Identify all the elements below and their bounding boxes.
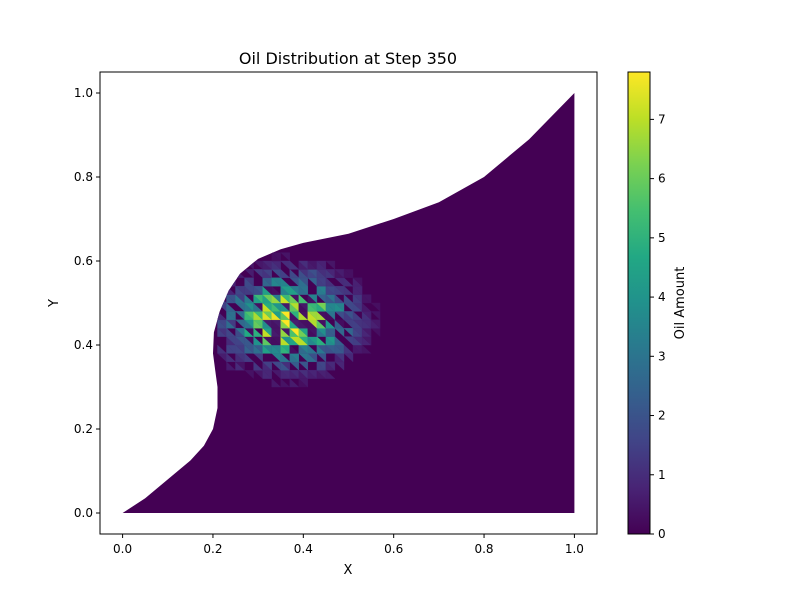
mesh-cell xyxy=(334,294,345,304)
mesh-cell xyxy=(226,327,237,337)
mesh-cell xyxy=(334,319,345,329)
mesh-cell xyxy=(352,277,363,287)
colorbar-tick-label: 0 xyxy=(658,527,666,541)
mesh-cell xyxy=(307,344,318,354)
mesh-cell xyxy=(253,336,264,346)
mesh-cell xyxy=(226,361,237,371)
mesh-cell xyxy=(289,268,300,278)
mesh-cell xyxy=(217,344,228,354)
mesh-cell xyxy=(289,344,300,354)
colorbar-tick-label: 5 xyxy=(658,231,666,245)
mesh-cell xyxy=(298,294,309,304)
chart-title: Oil Distribution at Step 350 xyxy=(239,49,457,68)
colorbar-tick-label: 3 xyxy=(658,349,666,363)
colorbar-tick-label: 1 xyxy=(658,468,666,482)
mesh-cell xyxy=(289,260,300,270)
mesh-cell xyxy=(325,260,336,270)
mesh-cell xyxy=(325,319,336,329)
y-axis-ticks: 0.0 0.2 0.4 0.6 0.8 1.0 xyxy=(74,86,100,520)
y-tick-label: 1.0 xyxy=(74,86,93,100)
mesh-cell xyxy=(343,269,354,279)
mesh-cell xyxy=(226,302,237,312)
x-tick-label: 0.6 xyxy=(384,542,403,556)
mesh-cell xyxy=(271,285,282,295)
mesh-cell xyxy=(271,378,282,388)
mesh-cell xyxy=(343,285,354,295)
y-tick-label: 0.0 xyxy=(74,506,93,520)
mesh-cell xyxy=(280,268,291,278)
mesh-cell xyxy=(289,378,300,388)
mesh-cell xyxy=(361,344,372,354)
colorbar-frame xyxy=(627,71,651,535)
colorbar-label: Oil Amount xyxy=(673,267,688,340)
mesh-cell xyxy=(343,344,354,354)
mesh-cell xyxy=(298,361,308,371)
x-tick-label: 0.0 xyxy=(113,542,132,556)
mesh-cell xyxy=(334,336,345,346)
mesh-cell xyxy=(361,302,372,312)
y-axis-label: Y xyxy=(47,299,62,308)
mesh-cell xyxy=(244,370,254,380)
mesh-cell xyxy=(244,352,255,362)
mesh-cell xyxy=(280,352,291,362)
mesh-cell xyxy=(370,311,381,321)
y-tick-label: 0.8 xyxy=(74,170,93,184)
mesh-cell xyxy=(226,352,237,362)
mesh-cell xyxy=(361,294,372,304)
mesh-cell xyxy=(370,302,381,312)
mesh-cell xyxy=(217,294,228,304)
mesh-cell xyxy=(253,327,264,337)
colorbar-ticks: 0 1 2 3 4 5 6 7 xyxy=(650,112,666,541)
colorbar: 0 1 2 3 4 5 6 7 Oil Amount xyxy=(627,71,688,541)
plot-area xyxy=(122,93,575,513)
x-tick-label: 0.4 xyxy=(294,542,313,556)
colorbar-gradient xyxy=(628,72,650,534)
y-tick-label: 0.2 xyxy=(74,422,93,436)
mesh-cell xyxy=(352,310,363,320)
x-tick-label: 0.2 xyxy=(203,542,222,556)
x-axis-label: X xyxy=(344,563,353,578)
mesh-cell xyxy=(253,361,264,371)
mesh-cell xyxy=(307,294,318,304)
mesh-cell xyxy=(271,252,281,262)
mesh-cell xyxy=(280,378,291,388)
mesh-cell xyxy=(325,369,336,379)
mesh-cell xyxy=(316,336,327,346)
mesh-cell xyxy=(316,260,327,270)
axes-spines xyxy=(99,71,598,535)
mesh-cell xyxy=(244,277,254,287)
mesh-cell xyxy=(343,294,354,304)
x-tick-label: 1.0 xyxy=(565,542,584,556)
mesh-cell xyxy=(325,277,336,287)
colorbar-tick-label: 2 xyxy=(658,409,666,423)
mesh-cell xyxy=(370,319,381,329)
mesh-cell xyxy=(280,252,290,262)
colorbar-tick-label: 6 xyxy=(658,172,666,186)
y-tick-label: 0.6 xyxy=(74,254,93,268)
colorbar-tick-label: 7 xyxy=(658,112,666,126)
mesh-cell xyxy=(217,285,228,295)
mesh-cell xyxy=(244,294,255,304)
mesh-cell xyxy=(225,277,236,287)
mesh-cell xyxy=(325,361,336,371)
y-tick-label: 0.4 xyxy=(74,338,93,352)
x-tick-label: 0.8 xyxy=(474,542,493,556)
mesh-cell xyxy=(343,277,354,287)
oil-plume-layer xyxy=(216,252,381,388)
colorbar-tick-label: 4 xyxy=(658,290,666,304)
mesh-cell xyxy=(280,277,291,287)
axes-frame xyxy=(99,71,598,535)
mesh-cell xyxy=(262,361,272,371)
mesh-cell xyxy=(244,269,254,279)
x-axis-ticks: 0.0 0.2 0.4 0.6 0.8 1.0 xyxy=(113,534,584,556)
